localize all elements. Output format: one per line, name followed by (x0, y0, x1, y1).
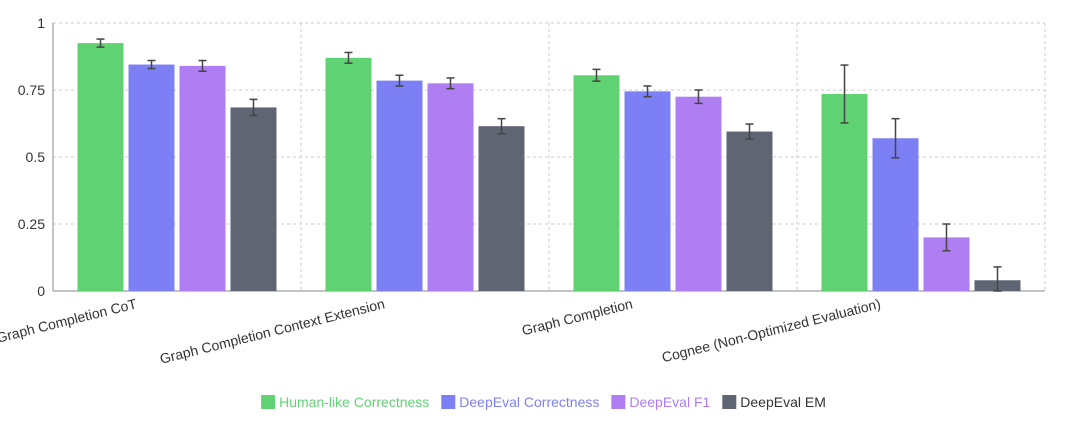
category-label: Graph Completion Context Extension (158, 295, 386, 366)
legend-label: Human-like Correctness (279, 394, 429, 410)
category-label: Cognee (Non-Optimized Evaluation) (660, 295, 882, 365)
bar (325, 57, 372, 292)
y-tick-label: 1 (37, 15, 45, 31)
legend-label: DeepEval Correctness (459, 394, 599, 410)
bar (376, 80, 423, 292)
bar (675, 96, 722, 291)
legend-item: DeepEval EM (722, 394, 826, 410)
legend-item: DeepEval Correctness (441, 394, 599, 410)
y-tick-label: 0.5 (26, 149, 46, 165)
legend: Human-like Correctness DeepEval Correctne… (261, 394, 826, 410)
y-tick-label: 0 (37, 283, 45, 299)
legend-swatch (441, 395, 456, 409)
y-tick-label: 0.75 (18, 82, 45, 98)
legend-item: Human-like Correctness (261, 394, 429, 410)
bar (872, 138, 919, 291)
bar (427, 83, 474, 291)
legend-label: DeepEval EM (740, 394, 826, 410)
legend-label: DeepEval F1 (629, 394, 710, 410)
legend-item: DeepEval F1 (611, 394, 710, 410)
bar (624, 91, 671, 291)
grid (53, 22, 1046, 291)
legend-swatch (611, 395, 626, 409)
bar (726, 131, 773, 291)
bar (478, 126, 525, 292)
labels: Graph Completion CoT Graph Completion Con… (0, 295, 882, 367)
bar (573, 75, 620, 291)
bars (77, 38, 1021, 292)
bar (77, 43, 124, 291)
bar (230, 107, 277, 291)
legend-swatch (261, 395, 276, 409)
category-label: Graph Completion CoT (0, 295, 139, 345)
legend-swatch (722, 395, 737, 409)
bar (821, 94, 868, 292)
category-label: Graph Completion (520, 295, 634, 338)
y-tick-label: 0.25 (18, 216, 45, 232)
bar (128, 64, 175, 291)
bar (179, 65, 226, 291)
